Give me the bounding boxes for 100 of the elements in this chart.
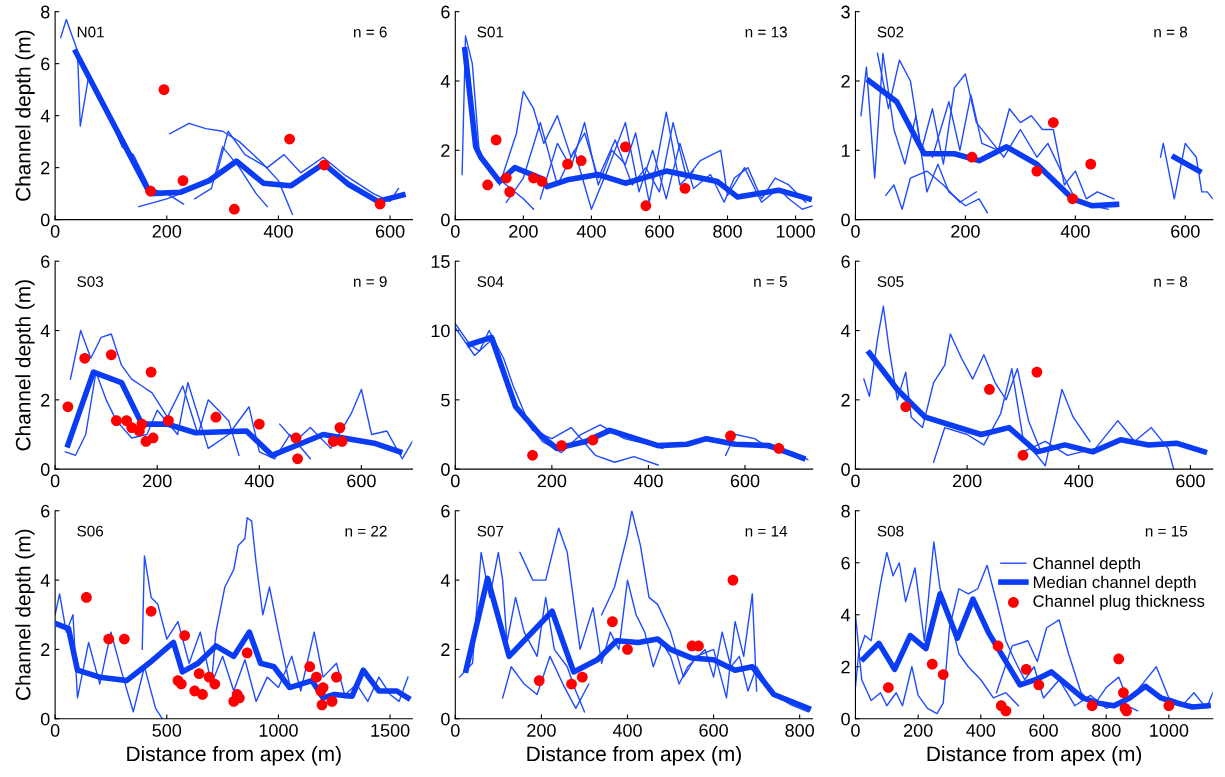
y-tick-label: 10 [431,324,450,338]
x-tick-label: 800 [713,224,742,238]
y-axis-title: Channel depth (m) [15,280,35,451]
x-tick-label: 600 [699,724,728,737]
x-tick-label: 400 [1060,224,1090,238]
y-tick-label: 6 [41,504,50,518]
x-axis-title: Distance from apex (m) [527,745,741,766]
y-axis-title: Channel depth (m) [15,30,35,201]
y-tick-label: 6 [841,556,850,570]
x-tick-label: 200 [537,474,567,488]
y-tick-label: 6 [441,5,450,19]
x-tick-label: 400 [244,474,274,488]
x-tick-label: 600 [1029,724,1058,737]
x-tick-label: 800 [785,724,815,737]
x-tick-label: 400 [966,724,996,737]
y-tick-label: 0 [441,463,450,476]
annotation: S03 [77,276,104,287]
x-tick-label: 800 [1091,724,1121,737]
y-tick-label: 6 [41,255,50,268]
annotation: n = 8 [1154,26,1188,38]
x-tick-label: 0 [50,474,60,488]
legend-label: Channel plug thickness [1033,594,1205,611]
y-tick-label: 2 [841,74,850,88]
annotation: n = 22 [345,525,387,537]
x-tick-label: 200 [952,474,982,488]
y-tick-label: 2 [841,660,850,674]
annotation: n = 9 [354,276,387,287]
y-tick-label: 6 [441,504,450,518]
y-tick-label: 3 [841,5,850,19]
x-tick-label: 0 [50,224,60,238]
annotation: S05 [877,276,904,287]
x-tick-label: 0 [50,724,60,737]
y-tick-label: 2 [441,144,450,157]
x-tick-label: 200 [951,224,980,238]
x-tick-label: 400 [576,224,606,238]
y-tick-label: 4 [840,324,851,338]
x-tick-label: 1500 [371,724,410,737]
annotation: S02 [877,26,904,38]
y-tick-label: 8 [41,5,50,19]
y-tick-label: 0 [841,712,850,726]
y-tick-label: 1 [841,144,850,157]
x-tick-label: 400 [1064,474,1094,488]
annotation: S07 [477,525,504,537]
x-tick-label: 200 [527,724,556,737]
x-tick-label: 200 [509,224,538,238]
x-tick-label: 400 [263,224,293,238]
y-tick-label: 4 [440,75,450,88]
annotation: S08 [877,525,904,537]
y-tick-label: 0 [841,213,850,227]
x-tick-label: 0 [450,724,460,737]
annotation: S06 [77,525,104,537]
annotation: N01 [77,26,104,38]
y-tick-label: 4 [440,574,450,587]
annotation: S01 [477,26,504,38]
x-tick-label: 1000 [776,224,815,238]
y-tick-label: 6 [841,255,850,268]
annotation: n = 13 [745,26,787,38]
x-tick-label: 600 [645,224,674,238]
x-tick-label: 0 [450,224,460,238]
x-axis-title: Distance from apex (m) [127,745,341,766]
annotation: n = 8 [1154,276,1188,287]
legend-label: Channel depth [1033,556,1140,573]
y-tick-label: 6 [41,57,50,71]
x-tick-label: 600 [1171,224,1200,238]
x-tick-label: 600 [730,474,760,488]
y-tick-label: 2 [41,643,50,656]
legend-label: Median channel depth [1033,575,1196,592]
y-tick-label: 0 [441,712,450,726]
x-tick-label: 0 [851,224,860,238]
y-tick-label: 0 [40,463,50,476]
x-tick-label: 1000 [1150,724,1189,737]
annotation: n = 6 [354,26,387,38]
x-tick-label: 0 [851,724,860,737]
x-tick-label: 500 [152,724,182,737]
y-tick-label: 4 [840,608,851,622]
x-tick-label: 0 [450,474,460,488]
x-tick-label: 400 [633,474,663,488]
y-tick-label: 0 [441,213,450,227]
y-tick-label: 5 [441,393,450,407]
annotation: n = 5 [754,276,787,287]
x-tick-label: 0 [851,474,860,488]
y-tick-label: 2 [441,643,450,656]
y-tick-label: 4 [40,574,50,587]
x-tick-label: 200 [903,724,933,737]
x-tick-label: 200 [152,224,182,238]
x-tick-label: 600 [1176,474,1205,488]
x-tick-label: 600 [375,224,405,238]
y-tick-label: 2 [41,393,50,407]
annotation: n = 15 [1145,525,1188,537]
annotation: S04 [477,276,504,287]
y-tick-label: 2 [841,393,850,407]
x-tick-label: 200 [143,474,172,488]
y-tick-label: 0 [40,712,50,726]
y-tick-label: 4 [40,324,50,338]
x-tick-label: 400 [612,724,642,737]
x-tick-label: 600 [347,474,376,488]
y-tick-label: 2 [41,161,50,175]
y-tick-label: 15 [431,255,450,268]
x-tick-label: 1000 [259,724,298,737]
y-axis-title: Channel depth (m) [15,529,35,700]
